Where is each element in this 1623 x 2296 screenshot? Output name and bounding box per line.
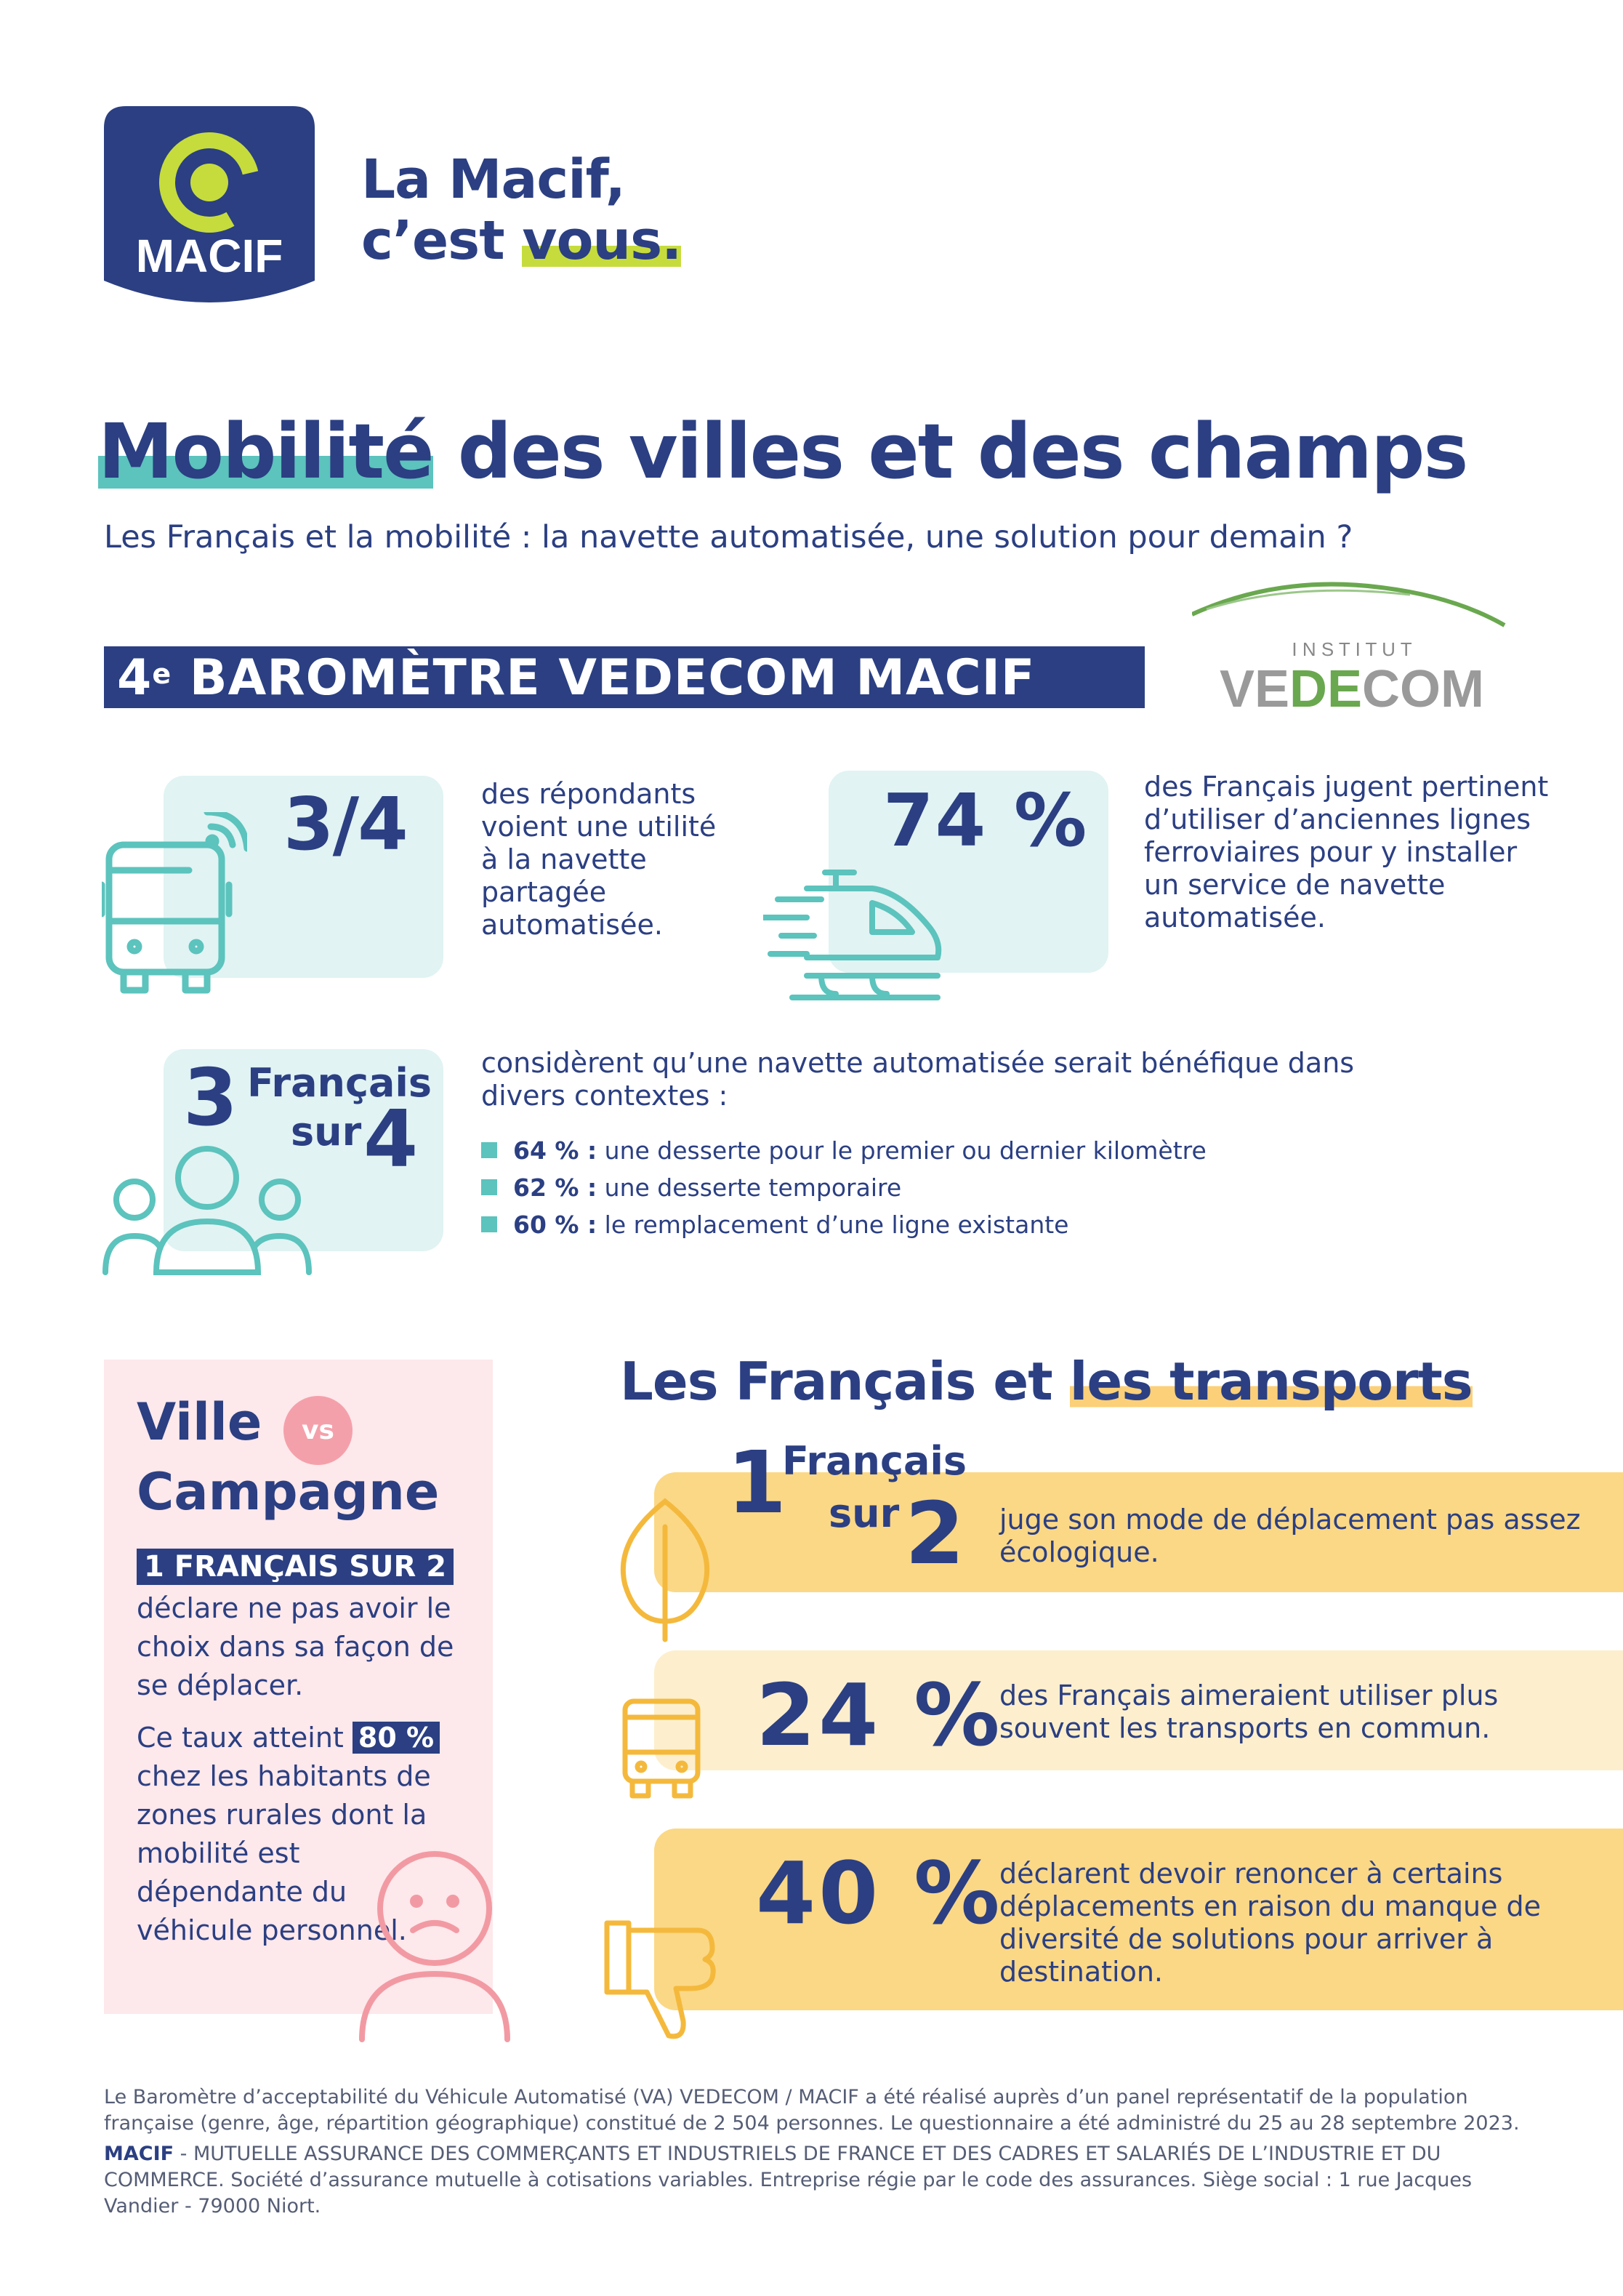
tagline-line1: La Macif, — [361, 148, 626, 211]
page-title: Mobilité des villes et des champs — [98, 407, 1469, 496]
transport1-word-sur: sur — [829, 1490, 900, 1536]
vedecom-logo: I N S T I T U T VEDECOM — [1192, 582, 1506, 718]
transports-title: Les Français et les transports — [620, 1351, 1473, 1412]
vs-badge: vs — [283, 1396, 353, 1465]
bullet-pct: 60 % : — [513, 1211, 597, 1239]
text2-prefix: Ce taux atteint — [137, 1722, 353, 1754]
ville-campagne-text-1: déclare ne pas avoir le choix dans sa fa… — [137, 1592, 454, 1701]
footer-company: MACIF - MUTUELLE ASSURANCE DES COMMERÇAN… — [104, 2141, 1529, 2220]
ville-campagne-band: 1 FRANÇAIS SUR 2 — [137, 1549, 454, 1585]
transport-bar-3 — [654, 1829, 1623, 2010]
thumbs-down-icon — [604, 1920, 716, 2039]
sad-face-icon — [359, 1851, 510, 2042]
bullet-pct: 62 % : — [513, 1173, 597, 1202]
ville-campagne-panel — [104, 1360, 493, 2014]
title-rest: des villes et des champs — [432, 407, 1469, 496]
campagne-label: Campagne — [137, 1462, 440, 1522]
stat3-denominator: 4 — [363, 1094, 419, 1185]
text2-suffix: chez les habitants de zones rurales dont… — [137, 1760, 431, 1946]
tagline-highlight: vous. — [522, 209, 682, 272]
stat3-numerator: 3 — [183, 1053, 238, 1144]
page-subtitle: Les Français et la mobilité : la navette… — [104, 519, 1353, 555]
bullet-square — [481, 1141, 497, 1158]
footer-note: Le Baromètre d’acceptabilité du Véhicule… — [104, 2086, 1520, 2135]
stat3-text: considèrent qu’une navette automatisée s… — [481, 1047, 1355, 1112]
tagline: La Macif, c’est vous. — [361, 148, 682, 272]
leaf-icon — [620, 1498, 710, 1642]
bullet-square — [481, 1179, 497, 1195]
transports-title-highlight: les transports — [1069, 1351, 1473, 1412]
vedecom-name: VEDECOM — [1220, 660, 1484, 718]
transport-value-3: 40 % — [756, 1843, 1003, 1943]
vedecom-ve: VE — [1220, 660, 1289, 718]
vedecom-de: DE — [1289, 660, 1362, 718]
barometer-suffix: e — [152, 658, 172, 690]
transports-title-prefix: Les Français et — [620, 1351, 1070, 1412]
transport1-numerator: 1 — [727, 1432, 787, 1533]
transport-text-2: des Français aimeraient utiliser plus so… — [999, 1679, 1499, 1744]
list-item: 62 % : une desserte temporaire — [481, 1173, 901, 1202]
bullet-label: une desserte temporaire — [597, 1173, 902, 1202]
bus-wifi-icon — [102, 812, 247, 994]
bullet-pct: 64 % : — [513, 1136, 597, 1165]
transport-bar-2 — [654, 1650, 1623, 1770]
barometer-label: BAROMÈTRE VEDECOM MACIF — [172, 649, 1036, 707]
vedecom-institut: I N S T I T U T — [1292, 638, 1411, 660]
transport-value-2: 24 % — [756, 1665, 1003, 1765]
transport-bar-1 — [654, 1472, 1623, 1592]
stat-box-2 — [829, 771, 1108, 973]
tagline-prefix: c’est — [361, 209, 523, 272]
bus-icon — [622, 1698, 701, 1799]
ville-campagne-text-2: Ce taux atteint 80 % chez les habitants … — [137, 1719, 456, 1950]
people-icon — [102, 1146, 312, 1275]
stat3-word-francais: Français — [247, 1060, 432, 1106]
footer-company-bold: MACIF — [104, 2143, 174, 2165]
ville-campagne-title: Ville Campagne — [137, 1387, 439, 1527]
bullet-square — [481, 1216, 497, 1232]
stat3-word-sur: sur — [291, 1109, 362, 1155]
pct-80-badge: 80 % — [352, 1722, 440, 1754]
transport-text-3: déclarent devoir renoncer à certains dép… — [999, 1858, 1542, 1988]
stat-text-1: des répondants voient une utilité à la n… — [481, 778, 717, 941]
tagline-line2: c’est vous. — [361, 209, 682, 272]
barometer-banner: 4e BAROMÈTRE VEDECOM MACIF — [104, 646, 1145, 708]
title-highlight: Mobilité — [98, 407, 435, 496]
barometer-number: 4 — [117, 649, 153, 707]
ville-label: Ville — [137, 1392, 262, 1452]
vedecom-com: COM — [1362, 660, 1484, 718]
list-item: 60 % : le remplacement d’une ligne exist… — [481, 1211, 1068, 1239]
transport1-denominator: 2 — [905, 1483, 965, 1583]
bullet-label: le remplacement d’une ligne existante — [597, 1211, 1069, 1239]
stat-box-1 — [164, 776, 443, 978]
footer-company-rest: - MUTUELLE ASSURANCE DES COMMERÇANTS ET … — [104, 2143, 1473, 2217]
transport1-word-francais: Français — [782, 1438, 967, 1484]
stat-text-2: des Français jugent pertinent d’utiliser… — [1144, 771, 1549, 934]
logo-text: MACIF — [136, 230, 283, 282]
stat-value-1: 3/4 — [283, 782, 408, 867]
macif-logo: MACIF — [104, 106, 315, 302]
bullet-label: une desserte pour le premier ou dernier … — [597, 1136, 1207, 1165]
stat-value-2: 74 % — [883, 778, 1089, 863]
list-item: 64 % : une desserte pour le premier ou d… — [481, 1136, 1207, 1165]
train-icon — [763, 870, 942, 1000]
transport-text-1: juge son mode de déplacement pas assez é… — [999, 1504, 1581, 1568]
